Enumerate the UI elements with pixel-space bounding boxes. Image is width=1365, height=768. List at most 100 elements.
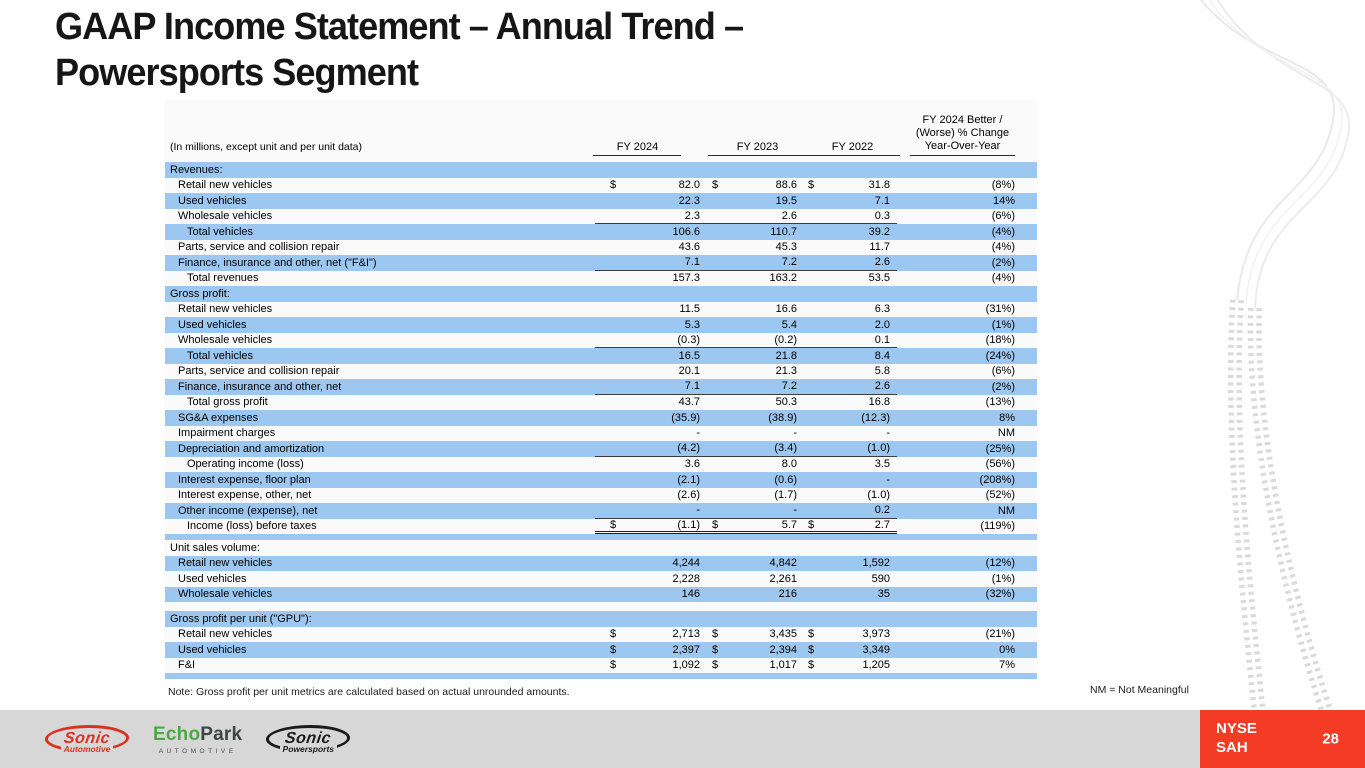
cell-value: 21.3: [705, 364, 802, 380]
cell-value: 7.1: [802, 193, 897, 209]
sonic-automotive-subtext: Automotive: [60, 743, 114, 754]
row-values: 20.1 21.3 5.8: [595, 364, 897, 380]
cell-percent: (1%): [991, 572, 1015, 585]
table-row: Income (loss) before taxes $ (1.1) $5.7 $2.7…: [165, 518, 1037, 534]
income-statement-table: (In millions, except unit and per unit d…: [165, 100, 1037, 679]
cell-percent: (6%): [991, 365, 1015, 378]
cell-value: 4,842: [705, 556, 802, 572]
cell-percent: 7%: [999, 659, 1015, 672]
dollar-sign: $: [712, 643, 719, 656]
dollar-sign: $: [808, 179, 815, 192]
cell-value: 146: [595, 587, 705, 603]
cell-number: 16.6: [775, 303, 797, 316]
cell-number: 2,397: [672, 643, 700, 656]
row-separator: [165, 534, 1037, 540]
cell-number: 45.3: [775, 241, 797, 254]
cell-value: 21.8: [705, 348, 802, 364]
cell-value: 22.3: [595, 193, 705, 209]
header-underline-fy2023: [708, 155, 805, 156]
cell-value: $1,017: [705, 658, 802, 674]
row-label: Total gross profit: [187, 396, 268, 409]
cell-value: 7.1: [595, 255, 705, 270]
cell-number: 31.8: [868, 179, 890, 192]
row-label: Depreciation and amortization: [178, 442, 325, 455]
tire-tracks-graphic: [1200, 0, 1351, 717]
row-values: - - 0.2: [595, 503, 897, 519]
cell-value: -: [705, 426, 802, 442]
cell-value: 590: [802, 571, 897, 587]
table-header: (In millions, except unit and per unit d…: [165, 100, 1037, 162]
cell-number: (0.3): [677, 333, 700, 346]
col-header-fy2024: FY 2024: [616, 141, 659, 153]
row-values: $2,713 $3,435 $3,973: [595, 627, 897, 643]
cell-number: 8.4: [874, 349, 890, 362]
dollar-sign: $: [712, 659, 719, 672]
row-values: 157.3 163.2 53.5: [595, 271, 897, 287]
cell-value: $31.8: [802, 178, 897, 194]
cell-value: 50.3: [705, 395, 802, 411]
cell-value: $3,349: [802, 642, 897, 658]
table-row: Retail new vehicles 4,244 4,842 1,592 (12%): [165, 555, 1037, 572]
cell-number: 5.4: [781, 318, 797, 331]
cell-number: 21.8: [775, 349, 797, 362]
sonic-automotive-logo: Sonic Automotive: [42, 724, 132, 754]
cell-number: -: [886, 473, 890, 486]
row-values: 22.3 19.5 7.1: [595, 193, 897, 209]
table-row: Parts, service and collision repair 20.1 2…: [165, 364, 1037, 380]
table-rows: Revenues: Retail new vehicles $82.0 $88.6 $3…: [165, 162, 1037, 679]
cell-value: 2.6: [705, 209, 802, 224]
row-label: Total vehicles: [187, 225, 254, 238]
cell-value: 35: [802, 587, 897, 603]
cell-value: 106.6: [595, 224, 705, 240]
ticker-box: NYSE SAH 28: [1200, 710, 1365, 768]
row-values: 11.5 16.6 6.3: [595, 302, 897, 318]
echopark-logo: EchoPark AUTOMOTIVE: [153, 724, 242, 755]
change-header-line-1: FY 2024 Better /: [922, 114, 1003, 126]
cell-value: (4.2): [595, 441, 705, 456]
cell-value: -: [595, 426, 705, 442]
dollar-sign: $: [712, 628, 719, 641]
table-row: F&I $1,092 $1,017 $1,205 7%: [165, 658, 1037, 674]
cell-value: 16.6: [705, 302, 802, 318]
cell-number: -: [696, 504, 700, 517]
cell-percent: (24%): [985, 349, 1015, 362]
table-row: Operating income (loss) 3.6 8.0 3.5 (56%): [165, 457, 1037, 473]
col-header-fy2023: FY 2023: [736, 141, 779, 153]
cell-percent: (32%): [985, 588, 1015, 601]
table-row: Used vehicles 2,228 2,261 590 (1%): [165, 571, 1037, 587]
cell-value: 6.3: [802, 302, 897, 318]
footer-bar: Sonic Automotive EchoPark AUTOMOTIVE Son…: [0, 710, 1365, 768]
table-row: Used vehicles 22.3 19.5 7.1 14%: [165, 193, 1037, 209]
row-values: (2.1) (0.6) -: [595, 472, 897, 488]
cell-number: 7.2: [781, 256, 797, 269]
cell-number: 2.6: [874, 256, 890, 269]
cell-number: 1,592: [862, 557, 890, 570]
cell-number: 43.7: [678, 396, 700, 409]
cell-number: -: [696, 427, 700, 440]
cell-percent: (18%): [985, 334, 1015, 347]
cell-value: -: [595, 503, 705, 518]
cell-number: 19.5: [775, 194, 797, 207]
change-header-line-2: (Worse) % Change: [915, 127, 1010, 139]
header-underline-fy2022: [805, 155, 900, 156]
dollar-sign: $: [712, 518, 719, 531]
cell-value: (2.6): [595, 488, 705, 504]
row-values: 106.6 110.7 39.2: [595, 224, 897, 240]
row-label: Used vehicles: [178, 572, 247, 585]
nm-footnote: NM = Not Meaningful: [1090, 684, 1189, 696]
table-row: Wholesale vehicles 2.3 2.6 0.3 (6%): [165, 209, 1037, 224]
cell-value: $82.0: [595, 178, 705, 194]
row-values: (4.2) (3.4) (1.0): [595, 441, 897, 457]
cell-number: (1.7): [774, 489, 797, 502]
cell-percent: 0%: [999, 643, 1015, 656]
row-label: Interest expense, other, net: [178, 489, 312, 502]
cell-number: (1.0): [867, 489, 890, 502]
cell-percent: (2%): [991, 256, 1015, 269]
cell-percent: (119%): [980, 520, 1015, 533]
cell-number: 11.7: [869, 241, 890, 254]
row-values: $2,397 $2,394 $3,349: [595, 642, 897, 658]
row-values: $82.0 $88.6 $31.8: [595, 178, 897, 194]
cell-value: 5.3: [595, 317, 705, 333]
cell-number: 11.5: [679, 303, 700, 316]
